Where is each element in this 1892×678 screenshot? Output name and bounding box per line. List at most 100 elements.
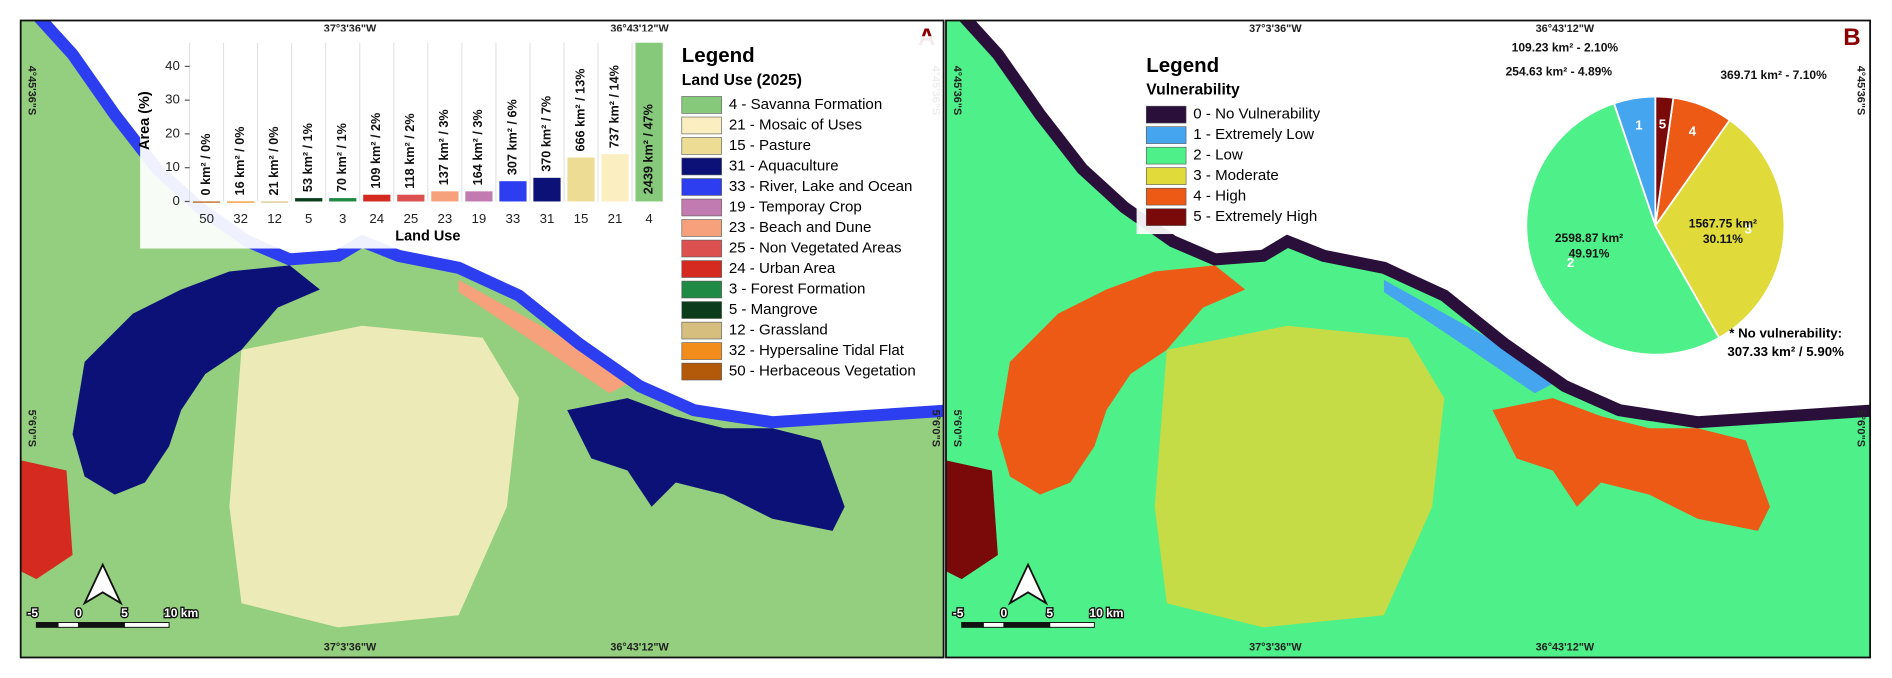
longitude-label: 37°3'36"W bbox=[1249, 642, 1302, 654]
bar-value-label: 666 km² / 13% bbox=[573, 68, 587, 151]
legend-title: Legend bbox=[682, 44, 755, 67]
bar-value-label: 737 km² / 14% bbox=[607, 65, 621, 148]
y-tick-label: 10 bbox=[165, 159, 180, 174]
legend-label: 4 - Savanna Formation bbox=[729, 96, 882, 113]
y-axis-title: Area (%) bbox=[137, 91, 153, 150]
slice-number: 4 bbox=[1689, 123, 1697, 138]
legend-swatch bbox=[681, 157, 722, 176]
bar bbox=[363, 194, 391, 202]
legend-swatch bbox=[1145, 208, 1187, 226]
legend-label: 33 - River, Lake and Ocean bbox=[729, 178, 913, 195]
bar bbox=[261, 201, 289, 203]
chart-bg bbox=[140, 31, 671, 249]
scale-label: -5 bbox=[27, 606, 38, 620]
legend-swatch bbox=[681, 219, 722, 237]
bar-value-label: 2439 km² / 47% bbox=[641, 104, 655, 194]
bar bbox=[533, 177, 561, 202]
x-tick-label: 5 bbox=[305, 211, 312, 226]
bar bbox=[227, 201, 255, 203]
legend-swatch bbox=[681, 116, 722, 135]
legend-swatch bbox=[1145, 167, 1187, 185]
x-tick-label: 4 bbox=[645, 211, 652, 226]
bar bbox=[431, 191, 459, 202]
legend-swatch bbox=[681, 301, 722, 319]
slice-value-label: 30.11% bbox=[1703, 232, 1743, 246]
legend-label: 31 - Aquaculture bbox=[729, 157, 839, 174]
y-tick-label: 20 bbox=[165, 125, 180, 140]
latitude-label: 5°6'0"S bbox=[929, 410, 941, 447]
bar-value-label: 53 km² / 1% bbox=[301, 123, 315, 192]
legend-label: 32 - Hypersaline Tidal Flat bbox=[729, 342, 905, 359]
y-tick-label: 0 bbox=[173, 193, 180, 208]
bar bbox=[499, 181, 527, 202]
legend-label: 12 - Grassland bbox=[729, 322, 828, 339]
slice-value-label: 369.71 km² - 7.10% bbox=[1720, 68, 1827, 82]
bar bbox=[397, 194, 425, 202]
bar bbox=[465, 191, 493, 202]
latitude-label: 4°45'36"S bbox=[1855, 66, 1867, 115]
frame-a bbox=[19, 19, 945, 659]
pie-slice bbox=[1654, 118, 1786, 340]
slice-value-label: 1567.75 km² bbox=[1689, 217, 1757, 231]
legend-label: 1 - Extremely Low bbox=[1193, 126, 1314, 143]
scale-bar bbox=[78, 622, 125, 628]
bar-value-label: 118 km² / 2% bbox=[403, 113, 417, 188]
legend-swatch bbox=[681, 321, 722, 340]
bar-value-label: 70 km² / 1% bbox=[335, 123, 349, 192]
x-tick-label: 15 bbox=[574, 211, 589, 226]
legend-label: 3 - Moderate bbox=[1193, 167, 1278, 184]
north-arrow bbox=[82, 562, 123, 606]
longitude-label: 36°43'12"W bbox=[1536, 642, 1595, 654]
x-tick-label: 21 bbox=[608, 211, 623, 226]
bar bbox=[329, 198, 357, 202]
bar-value-label: 137 km² / 3% bbox=[437, 109, 451, 185]
scale-label: -5 bbox=[953, 606, 964, 620]
longitude-label: 37°3'36"W bbox=[1249, 23, 1302, 35]
legend-label: 21 - Mosaic of Uses bbox=[729, 116, 862, 133]
x-tick-label: 12 bbox=[267, 211, 282, 226]
legend-label: 15 - Pasture bbox=[729, 137, 811, 154]
legend-swatch bbox=[1145, 105, 1187, 124]
scale-bar bbox=[123, 622, 170, 628]
pie-note: * No vulnerability: bbox=[1729, 326, 1842, 341]
legend-label: 23 - Beach and Dune bbox=[729, 219, 872, 236]
scale-label: 5 bbox=[121, 606, 128, 620]
legend-swatch bbox=[681, 96, 722, 114]
latitude-label: 5°6'0"S bbox=[26, 410, 38, 447]
legend-label: 19 - Temporay Crop bbox=[729, 198, 862, 215]
legend-swatch bbox=[681, 239, 722, 258]
legend-swatch bbox=[681, 260, 722, 278]
bar bbox=[635, 42, 663, 202]
legend-swatch bbox=[681, 198, 722, 217]
x-tick-label: 32 bbox=[233, 211, 248, 226]
bar bbox=[192, 201, 221, 203]
y-tick-label: 30 bbox=[165, 92, 180, 107]
north-arrow bbox=[1007, 562, 1049, 606]
slice-value-label: 109.23 km² - 2.10% bbox=[1512, 40, 1619, 54]
bar-value-label: 0 km² / 0% bbox=[199, 134, 213, 196]
x-tick-label: 23 bbox=[437, 211, 452, 226]
legend-swatch bbox=[681, 137, 722, 155]
scale-bar bbox=[982, 622, 1005, 628]
latitude-label: 4°45'36"S bbox=[26, 66, 38, 115]
legend-subtitle: Land Use (2025) bbox=[682, 72, 802, 89]
x-tick-label: 25 bbox=[403, 211, 418, 226]
frame-b bbox=[945, 19, 1872, 659]
legend-label: 5 - Extremely High bbox=[1193, 208, 1317, 225]
slice-value-label: 254.63 km² - 4.89% bbox=[1506, 65, 1613, 79]
longitude-label: 36°43'12"W bbox=[610, 642, 669, 654]
scale-bar bbox=[1003, 622, 1051, 628]
scale-bar bbox=[1049, 622, 1095, 628]
longitude-label: 37°3'36"W bbox=[324, 642, 377, 654]
legend-title: Legend bbox=[1146, 54, 1219, 77]
overlays: 37°3'36"W 37°3'36"W 36°43'12"W 36°43'12"W 4°… bbox=[26, 23, 1867, 654]
legend-label: 50 - Herbaceous Vegetation bbox=[729, 363, 916, 380]
legend-swatch bbox=[681, 362, 722, 381]
scale-label: 5 bbox=[1046, 606, 1053, 620]
scale-label: 10 km bbox=[164, 606, 198, 620]
legend-label: 5 - Mangrove bbox=[729, 301, 818, 318]
bar bbox=[601, 154, 629, 202]
legend-swatch bbox=[1145, 126, 1187, 144]
